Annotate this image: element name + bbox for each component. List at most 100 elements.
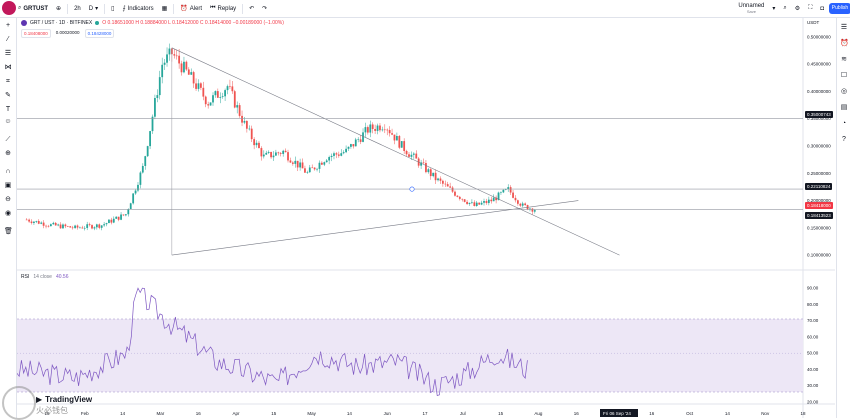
notifications-icon[interactable]: ◔: [841, 120, 847, 127]
trendline: [171, 47, 620, 256]
candle-body: [272, 155, 275, 158]
divider: [104, 3, 106, 14]
layers-icon[interactable]: ≋: [841, 56, 847, 63]
settings-button[interactable]: ⚙: [791, 0, 804, 17]
candle-body: [238, 105, 241, 116]
lock-icon[interactable]: ▣: [4, 182, 12, 189]
indicators-button[interactable]: ⨍ Indicators: [122, 5, 154, 13]
time-axis[interactable]: 15Feb14Mar16Apr15May14Jun17Jul15Aug16Sep…: [44, 411, 806, 416]
candle-body: [451, 187, 454, 192]
eye-icon[interactable]: ◉: [4, 210, 12, 217]
undo-icon: ↶: [249, 6, 255, 12]
candle-body: [408, 154, 410, 157]
candle-body: [364, 127, 367, 133]
interval-button[interactable]: 2h: [74, 5, 81, 12]
text-icon[interactable]: T: [5, 106, 11, 113]
candle-body: [405, 150, 408, 155]
rsi-axis[interactable]: 90.00 80.00 70.00 60.00 50.00 40.00 30.00 20.00: [807, 286, 819, 405]
candle-body: [420, 162, 422, 166]
price-tick-label: 0.30000000: [807, 144, 831, 149]
candle-body: [533, 210, 536, 212]
candle-body: [30, 221, 33, 223]
help-icon[interactable]: ?: [842, 136, 846, 143]
widget-bar: ☰ ⏰ ≋ ☐ ◎ ▤ ◔ ?: [836, 18, 850, 418]
candle-body: [439, 178, 442, 181]
fib-icon[interactable]: ⋈: [4, 64, 12, 71]
zoom-in-icon[interactable]: ⊕: [5, 150, 11, 157]
trade-buttons: 0.18408000 0.00020000 0.18428000: [21, 29, 115, 38]
replay-button[interactable]: ⏮ Replay: [210, 5, 237, 12]
alarm-icon: ⏰: [180, 6, 188, 12]
grid-icon: ▦: [161, 6, 168, 12]
candle-body: [154, 98, 156, 117]
rsi-label[interactable]: RSI: [21, 274, 30, 280]
layout-chevron[interactable]: ▾: [768, 0, 779, 17]
layout-button[interactable]: Unnamed Save: [738, 2, 765, 14]
candle-body: [480, 202, 483, 205]
avatar[interactable]: [2, 1, 16, 15]
rsi-line: [17, 287, 528, 396]
watchlist-icon[interactable]: ☰: [840, 24, 848, 31]
legend-ohlc: O 0.18651000 H 0.18884000 L 0.18412000 C…: [102, 20, 284, 26]
candle-body: [350, 144, 352, 147]
redo-button[interactable]: ↷: [258, 0, 271, 17]
price-chart[interactable]: USDT 0.50000000 0.45000000 0.40000000 0.350…: [17, 18, 835, 418]
horizontal-lines-icon[interactable]: ☰: [4, 50, 12, 57]
magnet-icon[interactable]: ∩: [5, 168, 11, 175]
top-toolbar: ⌕ GRTUST ⊕ 2h D ▾ ▯ ⨍ Indicators ▦ ⏰ Alert …: [0, 0, 850, 18]
candle-body: [262, 154, 265, 157]
calendar-icon[interactable]: ▤: [840, 104, 848, 111]
indicators-icon: ⨍: [122, 6, 126, 12]
quick-search-button[interactable]: ⌕: [779, 0, 790, 17]
candle-body: [519, 203, 522, 206]
pattern-icon[interactable]: ⌗: [6, 78, 10, 85]
chevron-down-icon: ▾: [772, 6, 776, 12]
candle-body: [393, 134, 396, 141]
brush-icon[interactable]: ✎: [5, 92, 11, 99]
undo-button[interactable]: ↶: [245, 0, 258, 17]
snapshot-button[interactable]: ◘: [816, 0, 828, 17]
trash-icon[interactable]: 🗑: [4, 228, 13, 235]
candle-body: [146, 146, 149, 157]
rsi-tick-label: 80.00: [807, 302, 819, 307]
candle-body: [93, 227, 96, 229]
candle-body: [446, 184, 449, 187]
crosshair-icon[interactable]: +: [5, 22, 11, 29]
chart-type-button[interactable]: ▯: [107, 0, 118, 17]
add-symbol-button[interactable]: ⊕: [52, 0, 65, 17]
rsi-tick-label: 40.00: [807, 367, 819, 372]
candle-body: [516, 200, 519, 204]
time-tick-label: 18: [800, 411, 806, 416]
candle-body: [226, 86, 229, 91]
interval-alt-button[interactable]: D ▾: [88, 5, 99, 13]
emoji-icon[interactable]: ☺: [4, 118, 12, 125]
lock-drawings-icon[interactable]: ⊖: [5, 196, 11, 203]
candle-body: [524, 203, 527, 206]
fullscreen-button[interactable]: ⛶: [804, 0, 816, 17]
trendline-icon[interactable]: ⁄: [7, 36, 9, 43]
ideas-icon[interactable]: ◎: [840, 88, 848, 95]
candle-body: [318, 162, 321, 169]
publish-button[interactable]: Publish: [829, 3, 850, 14]
alerts-icon[interactable]: ⏰: [840, 40, 849, 47]
templates-button[interactable]: ▦: [158, 0, 172, 17]
candle-body: [289, 160, 292, 163]
candle-body: [127, 209, 130, 215]
candle-body: [487, 199, 490, 204]
sell-price-button[interactable]: 0.18408000: [21, 29, 51, 38]
candle-body: [458, 196, 461, 199]
chat-icon[interactable]: ☐: [840, 72, 848, 79]
symbol-search[interactable]: ⌕ GRTUST: [18, 5, 49, 12]
ruler-icon[interactable]: ⟋: [5, 136, 11, 143]
candle-body: [371, 124, 374, 130]
tradingview-logo-icon: ▶: [36, 395, 43, 404]
price-axis[interactable]: 0.50000000 0.45000000 0.40000000 0.35000000…: [807, 34, 831, 257]
drawing-handle: [409, 186, 415, 192]
candle-body: [366, 127, 369, 133]
divider: [173, 3, 175, 14]
legend-title[interactable]: GRT / UST · 1D · BITFINEX: [30, 20, 93, 26]
alert-button[interactable]: ⏰ Alert: [180, 5, 203, 13]
time-tick-label: Jul: [460, 411, 466, 416]
candle-body: [233, 91, 236, 108]
buy-price-button[interactable]: 0.18428000: [84, 29, 115, 38]
